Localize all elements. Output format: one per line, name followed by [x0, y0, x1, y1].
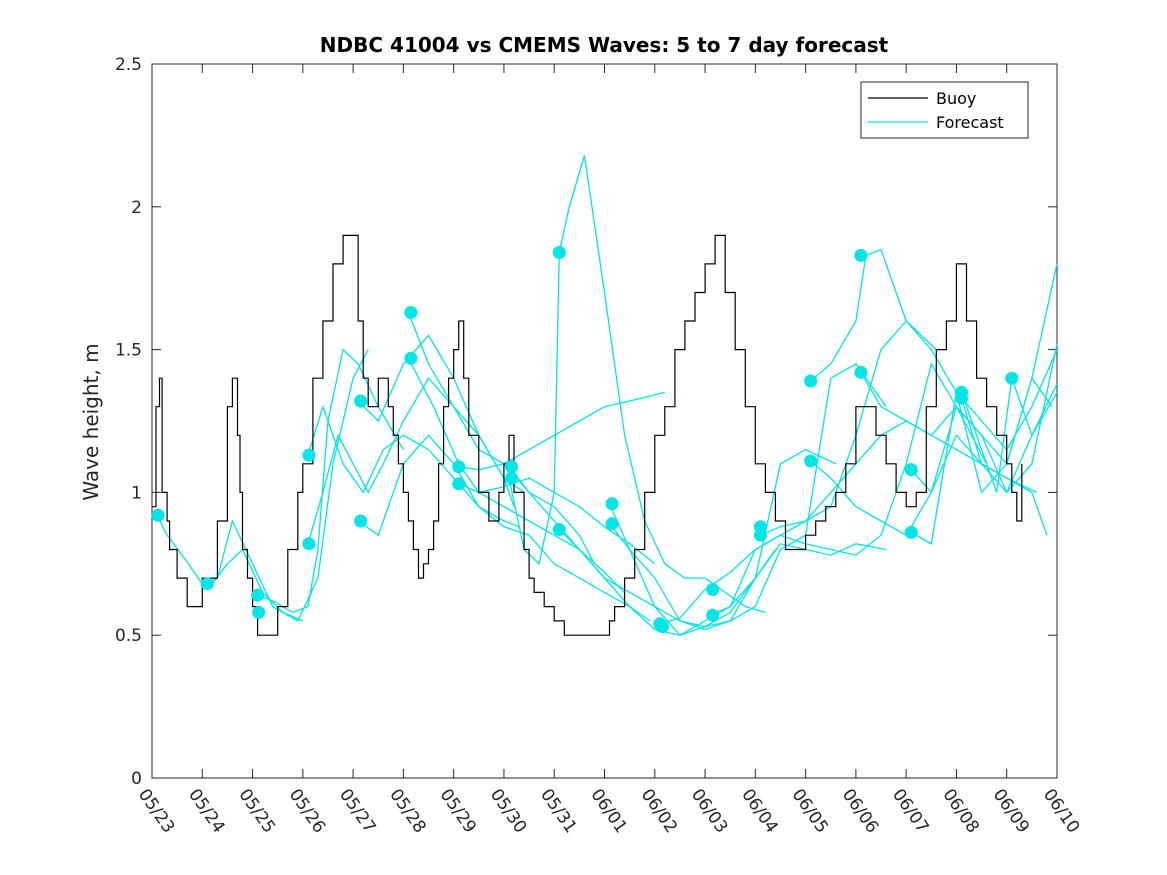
forecast-marker: [955, 391, 968, 405]
forecast-marker: [854, 365, 868, 379]
y-axis-label: Wave height, m: [79, 343, 103, 500]
forecast-marker: [302, 448, 316, 462]
forecast-marker: [302, 537, 316, 551]
forecast-line: [357, 334, 525, 493]
forecast-line: [608, 363, 887, 631]
forecast-marker: [404, 306, 418, 319]
forecast-line: [810, 248, 1058, 451]
legend-forecast-label: Forecast: [936, 113, 1004, 132]
forecast-line: [960, 398, 1048, 536]
forecast-marker: [151, 508, 165, 522]
forecast-marker: [552, 246, 566, 259]
y-tick-label: 1.5: [115, 341, 142, 361]
forecast-marker: [804, 454, 818, 468]
forecast-line: [508, 466, 776, 636]
forecast-marker: [452, 460, 466, 474]
forecast-marker: [605, 497, 619, 511]
forecast-marker: [706, 583, 720, 596]
legend-buoy-label: Buoy: [936, 89, 976, 108]
forecast-marker: [1005, 371, 1019, 385]
forecast-marker: [706, 608, 720, 622]
forecast-line: [558, 448, 837, 628]
forecast-marker: [354, 514, 368, 528]
forecast-marker: [552, 523, 566, 536]
plot-area: 00.511.522.505/23 05/24 05/25 05/26 05/27 05/…: [115, 55, 1083, 837]
forecast-marker: [804, 374, 818, 388]
forecast-marker: [200, 577, 214, 591]
buoy-series: [152, 234, 1023, 636]
forecast-marker: [655, 620, 669, 634]
forecast-marker: [854, 248, 868, 262]
legend: Buoy Forecast: [860, 81, 1029, 139]
forecast-markers: [151, 246, 1019, 634]
forecast-marker: [605, 517, 619, 531]
y-tick-label: 2: [131, 198, 142, 218]
forecast-marker: [753, 528, 767, 542]
legend-box: [860, 81, 1029, 139]
forecast-line: [910, 376, 1053, 545]
forecast-marker: [252, 605, 266, 619]
forecast-line: [206, 349, 369, 622]
forecast-marker: [354, 394, 368, 408]
forecast-line: [458, 391, 665, 471]
forecast-line: [156, 514, 304, 622]
forecast-line: [307, 404, 520, 528]
forecast-marker: [404, 351, 418, 365]
forecast-marker: [904, 525, 918, 539]
forecast-marker: [904, 463, 918, 477]
forecast-line: [608, 523, 887, 636]
axes-box: [151, 63, 1058, 779]
buoy-line: [152, 234, 1023, 636]
chart-title: NDBC 41004 vs CMEMS Waves: 5 to 7 day fo…: [320, 33, 889, 57]
forecast-line: [709, 362, 988, 616]
y-tick-label: 0: [131, 769, 142, 789]
forecast-marker: [505, 471, 518, 485]
forecast-marker: [505, 460, 518, 474]
forecast-marker: [452, 477, 466, 491]
y-tick-label: 2.5: [115, 55, 142, 75]
forecast-marker: [251, 588, 265, 602]
y-tick-label: 0.5: [115, 626, 142, 646]
forecast-line: [659, 320, 937, 625]
y-tick-label: 1: [131, 483, 142, 503]
